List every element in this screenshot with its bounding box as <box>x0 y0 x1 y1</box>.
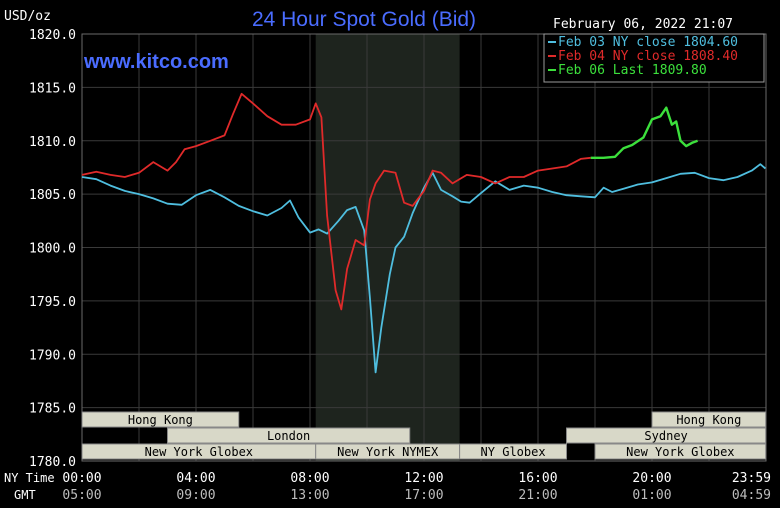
session-label: London <box>267 429 310 443</box>
session-bar <box>651 411 767 428</box>
session-bar <box>81 411 240 428</box>
y-tick-label: 1820.0 <box>29 28 76 43</box>
x-tick-label-ny: 12:00 <box>404 471 443 486</box>
x-tick-label-gmt: 21:00 <box>518 488 557 503</box>
ny-time-row-label: NY Time <box>4 471 55 485</box>
x-tick-label-gmt: 09:00 <box>176 488 215 503</box>
legend-box <box>543 33 765 83</box>
series-line-feb-04 <box>81 92 591 311</box>
session-label: New York Globex <box>145 445 253 459</box>
kitco-watermark: www.kitco.com <box>83 51 229 73</box>
legend-entry: Feb 04 NY close 1808.40 <box>558 49 738 64</box>
legend-entry: Feb 03 NY close 1804.60 <box>558 35 738 50</box>
x-tick-label-ny: 16:00 <box>518 471 557 486</box>
y-axis-label: USD/oz <box>4 9 51 24</box>
session-bar <box>459 443 567 460</box>
series-line-feb-03 <box>81 163 766 374</box>
x-tick-label-ny: 23:59 <box>732 471 771 486</box>
y-tick-label: 1805.0 <box>29 188 76 203</box>
x-tick-label-gmt: 05:00 <box>62 488 101 503</box>
y-tick-label: 1810.0 <box>29 135 76 150</box>
chart-timestamp: February 06, 2022 21:07 <box>553 17 733 32</box>
legend-entry: Feb 06 Last 1809.80 <box>558 63 707 78</box>
session-bar <box>566 427 767 444</box>
gmt-row-label: GMT <box>14 488 36 502</box>
session-label: New York NYMEX <box>337 445 439 459</box>
x-tick-label-ny: 20:00 <box>632 471 671 486</box>
y-tick-label: 1815.0 <box>29 81 76 96</box>
y-tick-label: 1785.0 <box>29 402 76 417</box>
session-label: Sydney <box>644 429 687 443</box>
y-tick-label: 1795.0 <box>29 295 76 310</box>
session-label: New York Globex <box>626 445 734 459</box>
x-tick-label-ny: 00:00 <box>62 471 101 486</box>
series-line-feb-06 <box>590 106 699 159</box>
y-tick-label: 1800.0 <box>29 242 76 257</box>
y-tick-label: 1790.0 <box>29 348 76 363</box>
session-bar <box>167 427 411 444</box>
plot-border <box>81 33 767 462</box>
x-tick-label-gmt: 04:59 <box>732 488 771 503</box>
session-bars: Hong Kong Hong Kong London Sydney New York G… <box>81 411 767 460</box>
x-tick-label-ny: 08:00 <box>290 471 329 486</box>
session-bar <box>594 443 767 460</box>
x-axis-ticks: 00:00 04:00 08:00 12:00 16:00 20:00 23:59 05:00… <box>62 471 771 503</box>
x-tick-label-gmt: 13:00 <box>290 488 329 503</box>
session-label: Hong Kong <box>676 413 741 427</box>
price-series <box>81 92 766 374</box>
y-axis-ticks: 1820.0 1815.0 1810.0 1805.0 1800.0 1795.0 1790… <box>29 28 76 470</box>
session-label: NY Globex <box>481 445 546 459</box>
x-tick-label-gmt: 01:00 <box>632 488 671 503</box>
y-tick-label: 1780.0 <box>29 455 76 470</box>
x-tick-label-gmt: 17:00 <box>404 488 443 503</box>
x-tick-label-ny: 04:00 <box>176 471 215 486</box>
chart-title: 24 Hour Spot Gold (Bid) <box>252 8 476 31</box>
session-label: Hong Kong <box>128 413 193 427</box>
grid-lines <box>81 33 767 462</box>
